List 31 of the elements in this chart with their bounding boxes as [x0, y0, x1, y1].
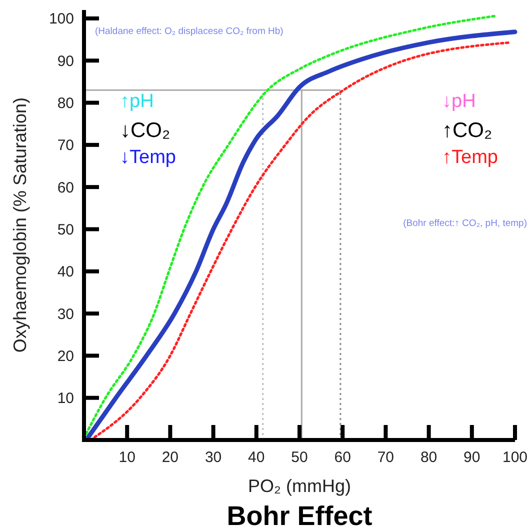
y-tick-label: 40 — [57, 264, 74, 281]
y-tick-label: 90 — [57, 52, 74, 70]
y-tick-label: 80 — [57, 94, 74, 112]
x-tick-label: 10 — [118, 449, 136, 466]
x-tick-label: 20 — [162, 449, 179, 466]
annotation: ↓pH — [442, 91, 476, 112]
y-tick-label: 50 — [57, 221, 74, 238]
x-axis-title: PO₂ (mmHg) — [248, 476, 351, 496]
annotation: (Haldane effect: O₂ displacese CO₂ from Hb) — [95, 26, 284, 37]
x-tick-label: 70 — [377, 449, 394, 466]
annotation: ↓Temp — [120, 147, 176, 168]
y-tick-label: 10 — [57, 390, 74, 408]
x-tick-label: 100 — [502, 449, 528, 466]
x-tick-label: 40 — [248, 449, 265, 466]
y-tick-label: 100 — [48, 10, 74, 28]
annotation: ↑Temp — [442, 147, 498, 168]
y-tick-label: 70 — [57, 137, 74, 154]
y-tick-label: 20 — [57, 348, 74, 365]
annotation: ↓CO₂ — [120, 119, 170, 142]
x-tick-label: 50 — [291, 449, 308, 466]
y-axis-title: Oxyhaemoglobin (% Saturation) — [10, 97, 30, 353]
y-tick-label: 60 — [57, 179, 74, 196]
y-tick-label: 30 — [57, 306, 74, 323]
x-tick-label: 30 — [204, 449, 222, 466]
annotation: ↑CO₂ — [442, 119, 492, 142]
text: Bohr Effect — [226, 501, 372, 531]
x-tick-label: 90 — [464, 449, 480, 466]
annotation: (Bohr effect:↑ CO₂, pH, temp) — [403, 218, 527, 229]
x-tick-label: 80 — [420, 449, 438, 466]
x-tick-label: 60 — [334, 449, 351, 466]
annotation: ↑pH — [120, 91, 154, 112]
